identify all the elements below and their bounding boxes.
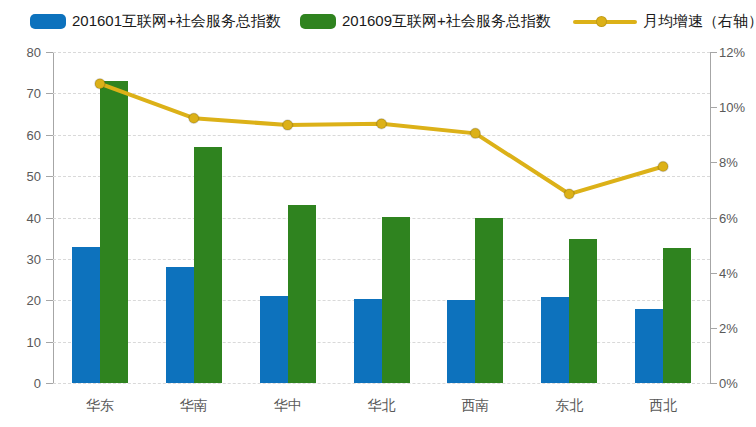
growth-line-layer [53,52,710,383]
right-axis-tick-label: 4% [719,267,755,280]
left-axis-tick-label: 50 [5,170,41,183]
x-axis-label-华南: 华南 [147,397,241,417]
right-axis-tick-label: 6% [719,212,755,225]
left-axis-tick [46,259,53,260]
left-axis-tick [46,383,53,384]
legend-bar-swatch [300,14,336,29]
left-axis-tick-label: 70 [5,87,41,100]
left-axis-tick [46,218,53,219]
right-axis-tick [710,328,717,329]
legend-label: 201609互联网+社会服务总指数 [342,12,551,31]
legend: 201601互联网+社会服务总指数 201609互联网+社会服务总指数 月均增速（右… [0,10,756,32]
left-axis-tick-label: 10 [5,336,41,349]
right-axis-tick [710,218,717,219]
left-axis-tick-label: 20 [5,294,41,307]
x-axis-label-西南: 西南 [428,397,522,417]
line-marker-华中 [283,120,293,130]
legend-label: 201601互联网+社会服务总指数 [72,12,281,31]
plot-area [53,52,710,383]
legend-item-line: 月均增速（右轴） [573,10,756,32]
left-axis-tick-label: 40 [5,212,41,225]
x-axis-label-东北: 东北 [522,397,616,417]
left-axis-tick [46,93,53,94]
legend-label: 月均增速（右轴） [643,12,756,31]
growth-line [100,84,663,194]
line-marker-西南 [470,128,480,138]
legend-item-bar1: 201601互联网+社会服务总指数 [30,10,281,32]
left-axis-tick [46,176,53,177]
right-axis-tick-label: 0% [719,377,755,390]
left-axis-tick [46,135,53,136]
left-axis-tick [46,300,53,301]
left-axis-tick [46,342,53,343]
combo-chart: 201601互联网+社会服务总指数 201609互联网+社会服务总指数 月均增速（右… [0,0,756,427]
x-axis-label-华中: 华中 [241,397,335,417]
legend-line-dot-swatch [573,14,637,29]
right-axis-tick [710,273,717,274]
left-axis-tick [46,52,53,53]
right-axis-tick-label: 2% [719,322,755,335]
legend-bar-swatch [30,14,66,29]
right-axis-tick [710,52,717,53]
line-marker-华南 [189,113,199,123]
legend-item-bar2: 201609互联网+社会服务总指数 [300,10,551,32]
right-axis-tick-label: 12% [719,46,755,59]
left-axis-tick-label: 30 [5,253,41,266]
left-axis-tick-label: 80 [5,46,41,59]
line-marker-西北 [658,161,668,171]
right-axis-tick [710,162,717,163]
left-axis-tick-label: 0 [5,377,41,390]
line-marker-华北 [377,119,387,129]
right-axis-tick-label: 10% [719,101,755,114]
left-axis-tick-label: 60 [5,129,41,142]
line-marker-华东 [95,79,105,89]
x-axis-label-西北: 西北 [616,397,710,417]
right-axis-tick-label: 8% [719,156,755,169]
line-marker-东北 [564,189,574,199]
x-axis-label-华北: 华北 [335,397,429,417]
gridline [53,383,710,384]
right-axis-tick [710,107,717,108]
x-axis-label-华东: 华东 [53,397,147,417]
right-axis-tick [710,383,717,384]
